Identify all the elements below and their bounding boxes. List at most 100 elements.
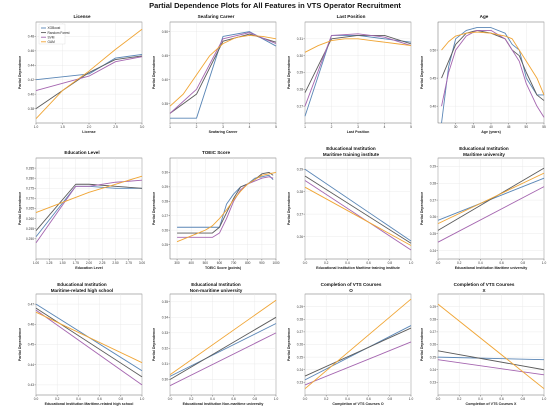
y-tick-label: 0.27 <box>297 330 303 334</box>
y-axis-label: Partial Dependence <box>420 192 424 225</box>
x-tick-label: 2.25 <box>99 261 105 265</box>
y-tick-label: 0.44 <box>28 363 34 367</box>
x-tick-label: 0.2 <box>189 397 194 401</box>
y-tick-label: 0.29 <box>430 305 436 309</box>
x-tick-label: 0.6 <box>366 261 371 265</box>
subplot-title: Maritime university <box>463 152 505 157</box>
x-axis-label: Completion of VTS Courses O <box>332 402 384 406</box>
y-tick-label: 0.40 <box>162 78 168 82</box>
y-tick-label: 0.31 <box>162 362 168 366</box>
series-line-gam <box>304 186 412 246</box>
series-line-gam <box>437 172 545 225</box>
y-tick-label: 0.27 <box>430 198 436 202</box>
y-tick-label: 0.24 <box>297 368 303 372</box>
x-tick-label: 2.50 <box>112 261 118 265</box>
x-tick-label: 4 <box>249 125 251 129</box>
y-tick-label: 0.29 <box>297 167 303 171</box>
x-axis-label: Seafaring Career <box>209 130 238 134</box>
y-axis-label: Partial Dependence <box>152 192 156 225</box>
y-tick-label: 0.48 <box>28 35 34 39</box>
series-line-gam <box>169 299 277 376</box>
series-line-random-forest <box>304 327 412 377</box>
y-axis-label: Partial Dependence <box>420 328 424 361</box>
subplot-9: Educational InstitutionMaritime-related … <box>18 282 144 406</box>
x-tick-label: 1.0 <box>409 397 414 401</box>
x-tick-label: 0.2 <box>55 397 60 401</box>
x-axis-label: Last Position <box>347 130 370 134</box>
subplot-title: Maritime-related high school <box>51 288 114 293</box>
subplot-title: Educational Institution <box>326 146 376 151</box>
x-tick-label: 35 <box>472 125 476 129</box>
subplot-title: Educational Institution <box>57 282 107 287</box>
x-tick-label: 3 <box>357 125 359 129</box>
x-tick-label: 0.6 <box>231 397 236 401</box>
subplot-title: License <box>73 14 91 19</box>
series-line-random-forest <box>304 35 412 93</box>
y-tick-label: 0.25 <box>430 232 436 236</box>
y-axis-label: Partial Dependence <box>152 56 156 89</box>
y-tick-label: 0.32 <box>162 347 168 351</box>
x-tick-label: 30 <box>454 125 458 129</box>
x-tick-label: 5 <box>410 125 412 129</box>
series-line-svm <box>169 332 277 387</box>
series-line-gam <box>304 38 412 53</box>
y-tick-label: 0.28 <box>297 317 303 321</box>
subplot-6: TOEIC Score 0.25 0.26 0.27 0.28 0.29 0.30 300 40… <box>152 150 280 270</box>
series-line-svm <box>437 359 545 376</box>
x-tick-label: 0.6 <box>499 397 504 401</box>
x-tick-label: 0.8 <box>119 397 124 401</box>
x-tick-label: 0.8 <box>521 261 526 265</box>
y-tick-label: 0.29 <box>297 71 303 75</box>
y-tick-label: 0.29 <box>297 305 303 309</box>
x-tick-label: 4 <box>384 125 386 129</box>
x-tick-label: 50 <box>525 125 529 129</box>
x-tick-label: 0.4 <box>345 261 350 265</box>
series-line-random-forest <box>437 167 545 231</box>
subplot-3: Last Position 0.27 0.28 0.29 0.30 0.31 1 2 3 4 5 La… <box>287 14 412 134</box>
x-tick-label: 600 <box>217 261 223 265</box>
y-tick-label: 0.260 <box>26 217 34 221</box>
series-line-svm <box>437 186 545 243</box>
y-tick-label: 0.28 <box>297 88 303 92</box>
series-line-svm <box>304 33 412 107</box>
y-tick-label: 0.30 <box>162 171 168 175</box>
subplot-5: Education Level 0.250 0.255 0.260 0.265 0.270… <box>18 150 145 270</box>
y-axis-label: Partial Dependence <box>287 56 291 89</box>
y-tick-label: 0.28 <box>430 317 436 321</box>
y-tick-label: 0.25 <box>162 243 168 247</box>
x-tick-label: 1000 <box>272 261 279 265</box>
x-tick-label: 1.00 <box>33 261 39 265</box>
x-tick-label: 2.00 <box>86 261 92 265</box>
subplot-title: Completion of VTS Courses <box>321 282 382 287</box>
y-tick-label: 0.275 <box>26 187 34 191</box>
y-tick-label: 0.285 <box>26 166 34 170</box>
x-tick-label: 0.8 <box>253 397 258 401</box>
y-tick-label: 0.35 <box>162 102 168 106</box>
y-tick-label: 0.26 <box>430 215 436 219</box>
plot-frame <box>169 157 277 260</box>
y-tick-label: 0.28 <box>297 190 303 194</box>
y-tick-label: 0.45 <box>430 76 436 80</box>
x-tick-label: 45 <box>507 125 511 129</box>
y-tick-label: 0.40 <box>430 104 436 108</box>
x-tick-label: 0.0 <box>303 261 308 265</box>
y-tick-label: 0.47 <box>28 302 34 306</box>
x-axis-label: Age (years) <box>481 130 501 134</box>
x-tick-label: 0.4 <box>76 397 81 401</box>
x-tick-label: 1.0 <box>542 397 547 401</box>
series-line-svm <box>35 56 143 91</box>
x-tick-label: 300 <box>174 261 180 265</box>
y-tick-label: 0.26 <box>162 228 168 232</box>
series-line-gam <box>441 31 545 96</box>
series-line-gam <box>437 303 545 390</box>
x-tick-label: 1.50 <box>59 261 65 265</box>
x-tick-label: 700 <box>231 261 237 265</box>
subplot-4: Age 0.40 0.45 0.50 30 35 40 45 50 55 Age (years) Pa… <box>420 14 546 134</box>
x-tick-label: 1.25 <box>46 261 52 265</box>
legend-label: XGBoost <box>48 26 61 30</box>
series-line-gam <box>304 298 412 390</box>
